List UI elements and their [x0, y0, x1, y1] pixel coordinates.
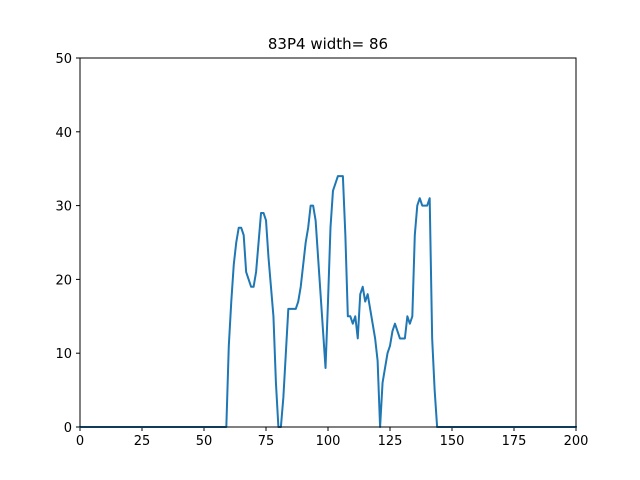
x-tick-label: 175 [502, 434, 527, 449]
plot-frame [79, 57, 577, 428]
series-layer [79, 175, 577, 428]
x-tick-label: 125 [378, 434, 403, 449]
y-tick-label: 50 [55, 52, 72, 67]
x-tick-label: 25 [134, 434, 151, 449]
y-tick-label: 0 [64, 421, 72, 436]
x-tick-label: 75 [258, 434, 275, 449]
series-line [79, 175, 577, 428]
x-tick-label: 0 [76, 434, 84, 449]
y-tick-label: 20 [55, 273, 72, 288]
x-tick-label: 50 [196, 434, 213, 449]
y-tick-label: 40 [55, 126, 72, 141]
x-tick-label: 100 [316, 434, 341, 449]
x-tick-label: 150 [440, 434, 465, 449]
chart-title: 83P4 width= 86 [268, 35, 388, 53]
y-tick-label: 10 [55, 347, 72, 362]
axis-ticks: 0 25 50 75 100 125 150 175 200 0 10 20 30 40 50 [55, 52, 588, 449]
x-tick-label: 200 [564, 434, 589, 449]
y-tick-label: 30 [55, 200, 72, 215]
